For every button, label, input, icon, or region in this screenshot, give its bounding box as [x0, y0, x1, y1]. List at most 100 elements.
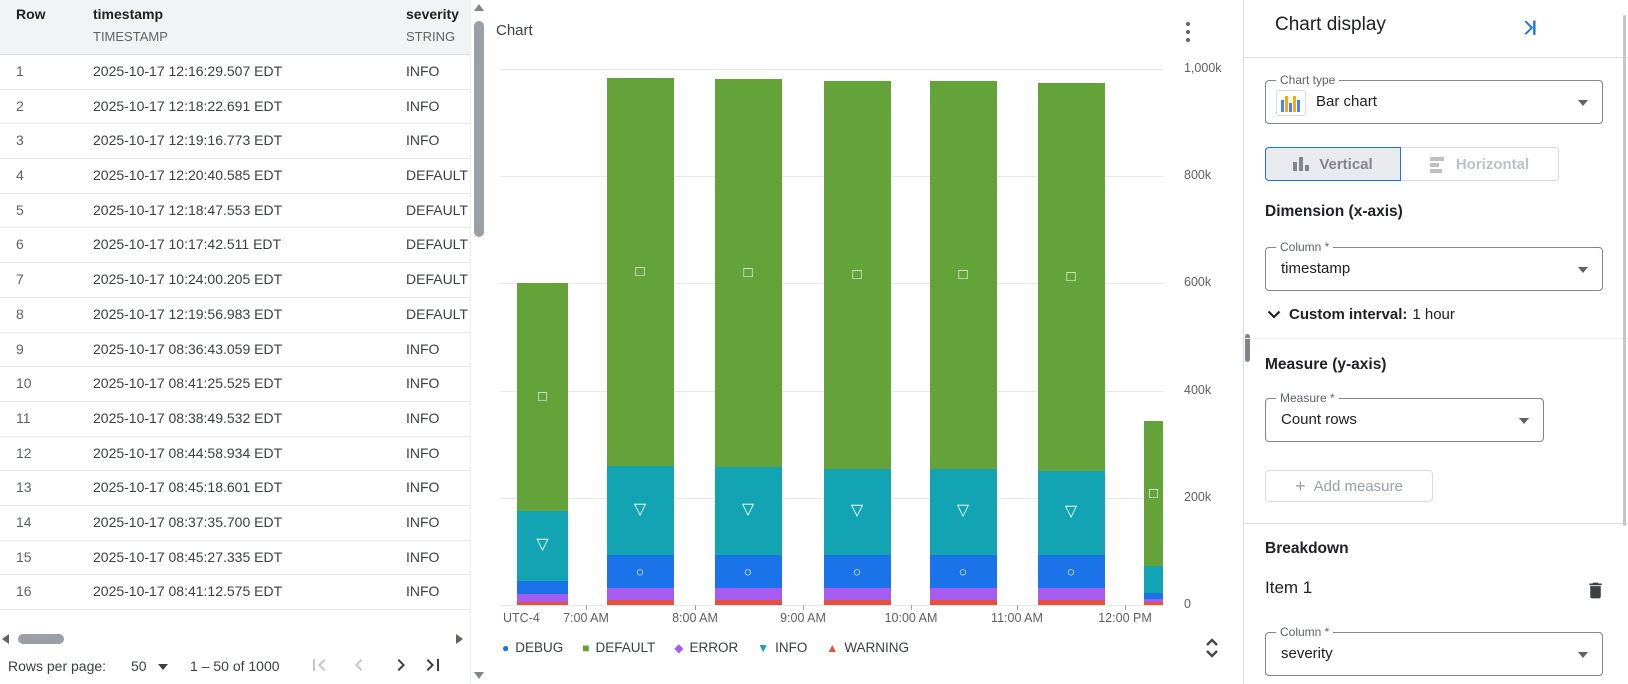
diamond-legend-icon: ◆ [674, 640, 684, 655]
chevron-right-icon [397, 659, 405, 671]
circle-marker-icon: ○ [743, 563, 753, 580]
stacked-bar[interactable]: ▽ □ [517, 283, 568, 605]
x-axis-tick [911, 605, 912, 610]
expand-chart-icon[interactable] [1202, 636, 1222, 660]
next-page-button[interactable] [388, 653, 414, 679]
legend-item-error[interactable]: ◆ ERROR [674, 640, 738, 655]
stacked-bar[interactable]: ○ ▽ □ [823, 81, 891, 605]
dimension-column-select[interactable]: Column * timestamp [1265, 240, 1603, 291]
bar-segment-error[interactable] [714, 588, 782, 601]
bar-segment-debug[interactable] [1144, 592, 1163, 599]
breakdown-column-select[interactable]: Column * severity [1265, 625, 1603, 676]
bar-segment-error[interactable] [517, 594, 568, 603]
legend-label: DEBUG [515, 640, 564, 655]
square-marker-icon: □ [743, 263, 753, 281]
bar-segment-info[interactable]: ▽ [714, 467, 782, 556]
chart-plot-area: 1,000k 800k 600k 400k 200k 0 ▽ □ ○ ▽ □ ○ ▽ □ ○ ▽ □ ○ ▽ □ ○ ▽ □… [500, 61, 1222, 611]
scroll-right-arrow-icon[interactable] [456, 634, 463, 644]
table-cell: INFO [406, 409, 440, 426]
previous-page-button[interactable] [346, 653, 372, 679]
stacked-bar[interactable]: ○ ▽ □ [929, 81, 997, 605]
stacked-bar[interactable]: □ [1144, 421, 1163, 605]
bar-segment-info[interactable]: ▽ [929, 469, 997, 556]
bar-segment-warning[interactable] [1144, 601, 1163, 605]
x-axis-tick-label: 9:00 AM [780, 611, 826, 625]
bar-segment-debug[interactable]: ○ [929, 555, 997, 589]
chevron-left-icon [355, 659, 363, 671]
bar-segment-warning[interactable] [823, 600, 891, 605]
table-cell: 13 [16, 479, 32, 496]
triangle-down-legend-icon: ▼ [757, 640, 770, 655]
bar-segment-default[interactable]: □ [1144, 421, 1163, 566]
bar-segment-warning[interactable] [714, 600, 782, 605]
bar-segment-debug[interactable]: ○ [1037, 555, 1105, 589]
scroll-up-arrow-icon[interactable] [474, 4, 484, 11]
legend-item-default[interactable]: ■ DEFAULT [582, 640, 655, 655]
bar-segment-warning[interactable] [929, 600, 997, 605]
chart-type-select[interactable]: Chart type Bar chart [1265, 73, 1603, 124]
rows-per-page-arrow-icon[interactable] [158, 664, 168, 670]
legend-label: DEFAULT [595, 640, 656, 655]
measure-select[interactable]: Measure * Count rows [1265, 391, 1544, 442]
chart-options-menu-icon[interactable] [1179, 20, 1197, 46]
bar-segment-info[interactable]: ▽ [517, 511, 568, 581]
bar-segment-error[interactable] [1144, 598, 1163, 602]
bar-segment-warning[interactable] [1037, 600, 1105, 605]
y-axis-tick-label: 600k [1184, 275, 1212, 290]
bar-segment-debug[interactable]: ○ [714, 555, 782, 589]
horizontal-toggle-button[interactable]: Horizontal [1401, 147, 1559, 181]
stacked-bar[interactable]: ○ ▽ □ [1037, 82, 1105, 605]
bar-segment-warning[interactable] [517, 602, 568, 605]
bar-segment-default[interactable]: □ [517, 283, 568, 512]
collapse-panel-icon[interactable] [1517, 16, 1541, 40]
bar-segment-debug[interactable] [517, 580, 568, 595]
legend-item-info[interactable]: ▼ INFO [757, 640, 807, 655]
bar-segment-default[interactable]: □ [606, 78, 674, 467]
bar-segment-info[interactable]: ▽ [823, 469, 891, 556]
bar-segment-default[interactable]: □ [1037, 82, 1105, 471]
breakdown-column-label: Column * [1276, 625, 1334, 639]
vertical-scroll-thumb[interactable] [474, 21, 484, 237]
vertical-toggle-button[interactable]: Vertical [1265, 147, 1401, 181]
last-page-button[interactable] [420, 653, 446, 679]
bar-segment-error[interactable] [823, 588, 891, 601]
rows-per-page-select[interactable]: 50 [131, 658, 147, 674]
add-measure-button[interactable]: + Add measure [1265, 470, 1433, 502]
table-row: 4 2025-10-17 12:20:40.585 EDT DEFAULT [0, 159, 470, 194]
bar-segment-error[interactable] [606, 588, 674, 601]
custom-interval-expander[interactable]: Custom interval: 1 hour [1267, 306, 1455, 323]
stacked-bar[interactable]: ○ ▽ □ [606, 78, 674, 605]
scroll-down-arrow-icon[interactable] [474, 672, 484, 679]
bar-segment-debug[interactable]: ○ [823, 555, 891, 589]
dimension-column-label: Column * [1276, 240, 1334, 254]
stacked-bar[interactable]: ○ ▽ □ [714, 79, 782, 605]
chart-type-value: Bar chart [1316, 93, 1377, 110]
bar-segment-info[interactable]: ▽ [1037, 471, 1105, 556]
settings-scrollbar-thumb[interactable] [1623, 15, 1626, 526]
bar-segment-default[interactable]: □ [714, 79, 782, 468]
bar-segment-default[interactable]: □ [929, 81, 997, 470]
legend-item-debug[interactable]: ● DEBUG [502, 640, 563, 655]
bar-segment-debug[interactable]: ○ [606, 555, 674, 589]
bar-segment-info[interactable]: ▽ [606, 466, 674, 556]
bar-segment-warning[interactable] [606, 600, 674, 605]
bar-segment-error[interactable] [929, 588, 997, 601]
square-marker-icon: □ [635, 262, 645, 280]
table-vertical-scrollbar[interactable] [470, 0, 486, 684]
table-row: 6 2025-10-17 10:17:42.511 EDT DEFAULT [0, 228, 470, 264]
delete-breakdown-button[interactable] [1584, 580, 1606, 602]
trash-icon [1588, 582, 1602, 599]
table-row: 10 2025-10-17 08:41:25.525 EDT INFO [0, 367, 470, 402]
bar-segment-default[interactable]: □ [823, 81, 891, 470]
panel-resize-handle[interactable] [1245, 334, 1250, 362]
first-page-button[interactable] [306, 653, 332, 679]
horizontal-scroll-thumb[interactable] [18, 634, 64, 644]
legend-item-warning[interactable]: ▲ WARNING [826, 640, 909, 655]
col-header-severity: severity [406, 6, 459, 22]
table-horizontal-scrollbar[interactable] [0, 630, 470, 648]
scroll-left-arrow-icon[interactable] [2, 634, 9, 644]
bar-segment-error[interactable] [1037, 588, 1105, 601]
table-row: 8 2025-10-17 12:19:56.983 EDT DEFAULT [0, 297, 470, 333]
table-row: 16 2025-10-17 08:41:12.575 EDT INFO [0, 575, 470, 610]
bar-segment-info[interactable] [1144, 565, 1163, 593]
